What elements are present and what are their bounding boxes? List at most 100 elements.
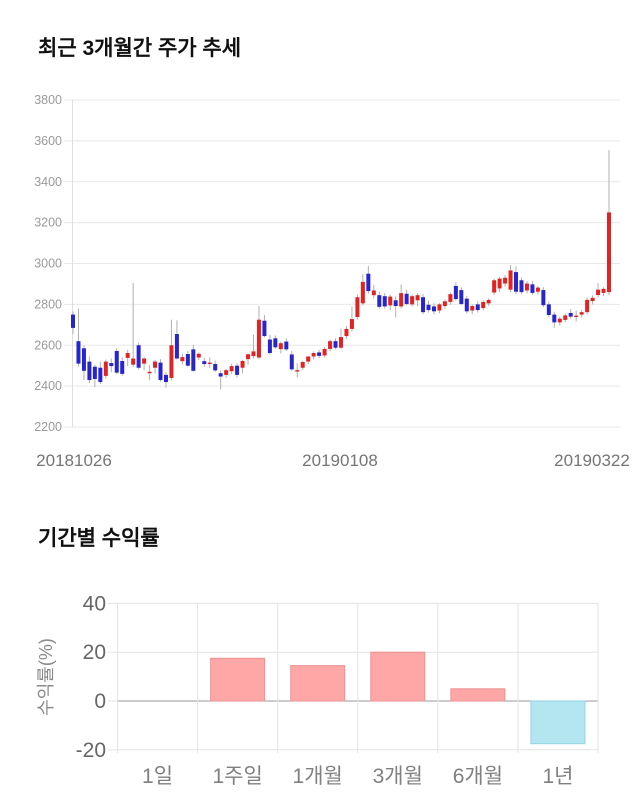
- candle-body-up: [410, 296, 415, 305]
- candle-body-up: [508, 270, 513, 290]
- candle: [103, 359, 108, 379]
- candle: [191, 345, 196, 372]
- return-bar-positive: [370, 651, 426, 702]
- candle-body-down: [431, 306, 436, 312]
- candle: [442, 299, 447, 309]
- candle: [546, 301, 551, 318]
- candle-body-down: [213, 364, 218, 371]
- candle-body-up: [207, 362, 212, 365]
- candle: [601, 287, 606, 297]
- category-label: 1일: [142, 765, 173, 788]
- candle-body-down: [453, 285, 458, 300]
- candle-body-up: [563, 315, 568, 320]
- candle-body-down: [393, 300, 398, 307]
- candle: [311, 351, 316, 360]
- candle-body-down: [426, 304, 431, 311]
- candle-body-up: [169, 345, 174, 378]
- candle: [213, 360, 218, 372]
- candle-body-up: [103, 361, 108, 376]
- candle-body-up: [306, 356, 311, 362]
- candle-body-down: [552, 314, 557, 323]
- candle: [453, 282, 458, 301]
- candle: [136, 342, 141, 370]
- candle-body-up: [240, 360, 245, 368]
- candle: [174, 320, 179, 360]
- candle-body-down: [267, 339, 272, 354]
- candle-body-up: [295, 370, 300, 372]
- candle: [142, 357, 147, 371]
- candle: [568, 309, 573, 319]
- candle-body-up: [224, 370, 229, 375]
- candle: [240, 359, 245, 374]
- candle: [470, 304, 475, 315]
- candle: [262, 315, 267, 338]
- candle-body-up: [437, 304, 442, 311]
- candle: [349, 306, 354, 332]
- candle-body-up: [470, 306, 475, 311]
- candle: [125, 349, 130, 367]
- candle: [366, 265, 371, 294]
- candle-body-down: [475, 304, 480, 311]
- candle-body-up: [246, 354, 251, 360]
- candle: [541, 287, 546, 308]
- y-tick-label: 2800: [34, 297, 62, 311]
- candle: [131, 282, 136, 368]
- candle-body-up: [229, 366, 234, 372]
- y-axis-title: 수익률(%): [36, 638, 56, 716]
- candle: [371, 284, 376, 299]
- candle-body-down: [530, 284, 535, 293]
- candle: [497, 276, 502, 293]
- category-label: 6개월: [453, 765, 503, 788]
- candle: [459, 287, 464, 306]
- candle: [246, 354, 251, 365]
- candle: [229, 363, 234, 374]
- candle-body-up: [557, 318, 562, 323]
- candle: [284, 338, 289, 351]
- candle-body-up: [524, 283, 529, 291]
- candle-body-down: [87, 361, 92, 380]
- category-label: 1개월: [293, 765, 343, 788]
- x-tick-label: 20181026: [36, 451, 112, 470]
- return-bar-positive: [450, 688, 506, 702]
- candle-body-down: [185, 354, 190, 366]
- candle-body-down: [404, 293, 409, 304]
- candle-body-up: [355, 297, 360, 318]
- candle-body-up: [607, 212, 611, 293]
- candle: [289, 350, 294, 371]
- candle-body-up: [601, 288, 606, 293]
- candle: [492, 278, 497, 295]
- candle-body-down: [289, 354, 294, 370]
- candle-body-up: [481, 301, 486, 309]
- candle: [218, 370, 223, 390]
- candle-body-up: [585, 299, 590, 313]
- candle: [464, 295, 469, 314]
- candle: [267, 334, 272, 355]
- candle-body-down: [98, 367, 103, 383]
- y-tick-label: 0: [94, 690, 106, 713]
- candle: [202, 357, 207, 367]
- candle: [519, 277, 524, 295]
- candle: [410, 294, 415, 307]
- y-tick-label: 40: [83, 592, 106, 615]
- candle: [530, 281, 535, 295]
- candle-body-down: [546, 304, 551, 316]
- candle-body-up: [196, 353, 201, 358]
- candle-body-down: [464, 298, 469, 312]
- candle: [607, 150, 611, 296]
- candle: [169, 319, 174, 381]
- candle-body-down: [109, 363, 114, 367]
- candle-body-down: [333, 341, 338, 348]
- y-tick-label: 3200: [34, 216, 62, 230]
- candle: [87, 356, 92, 384]
- candle-body-down: [81, 348, 86, 371]
- candle: [158, 359, 163, 382]
- candle-body-up: [311, 353, 316, 357]
- candle-body-down: [568, 312, 573, 317]
- candle-body-down: [366, 273, 371, 292]
- candle-body-down: [541, 290, 546, 306]
- candle-body-up: [574, 315, 579, 318]
- returns-chart-title: 기간별 수익률: [38, 527, 160, 550]
- candle-body-down: [114, 350, 119, 373]
- candle: [382, 293, 387, 309]
